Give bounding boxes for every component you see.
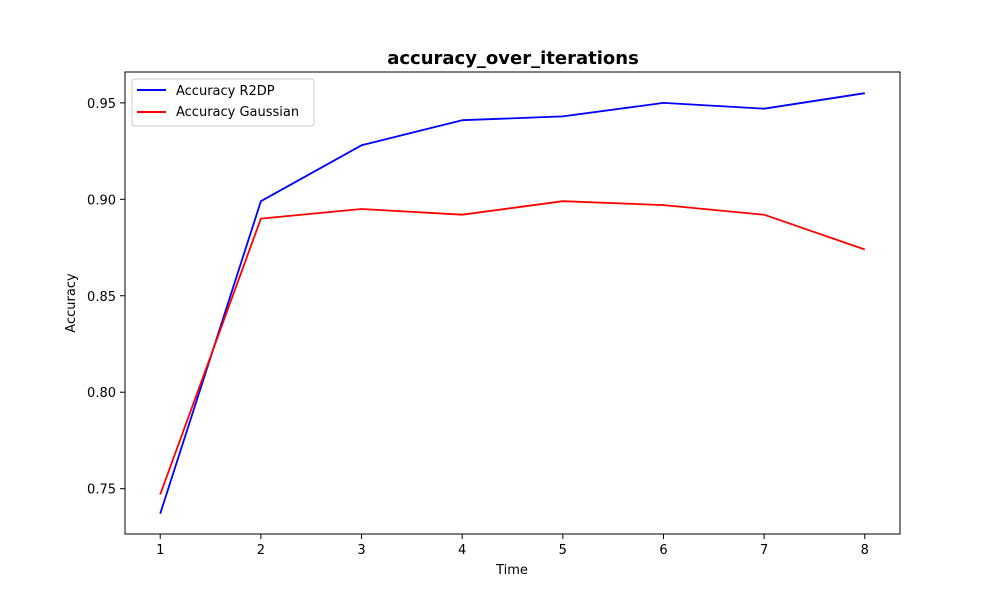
series-line-accuracy-gaussian (159, 200, 866, 495)
y-tick-label: 0.75 (87, 483, 116, 498)
x-tick-label: 5 (559, 543, 567, 558)
y-tick-label: 0.85 (87, 290, 116, 305)
y-axis-label: Accuracy (64, 273, 79, 333)
legend-box (131, 78, 315, 127)
y-tick-label: 0.95 (87, 97, 116, 112)
x-tick-label: 2 (257, 543, 265, 558)
x-tick-label: 3 (357, 543, 365, 558)
x-axis-label: Time (495, 563, 528, 578)
y-axis-ticks: 0.75 0.80 0.85 0.90 0.95 (87, 97, 125, 498)
legend-label-accuracy-gaussian: Accuracy Gaussian (176, 105, 299, 120)
y-tick-label: 0.90 (87, 193, 116, 208)
legend-label-accuracy-r2dp: Accuracy R2DP (176, 84, 275, 99)
x-axis-ticks: 1 2 3 4 5 6 7 8 (156, 534, 869, 558)
x-tick-label: 1 (156, 543, 164, 558)
series-lines (159, 92, 866, 514)
series-line-accuracy-r2dp (159, 92, 865, 514)
x-tick-label: 8 (861, 543, 869, 558)
plot-area (124, 71, 901, 535)
x-tick-label: 7 (760, 543, 768, 558)
x-tick-label: 4 (458, 543, 466, 558)
y-tick-label: 0.80 (87, 386, 116, 401)
x-tick-label: 6 (659, 543, 667, 558)
chart-title: accuracy_over_iterations (387, 48, 639, 69)
chart-legend: Accuracy R2DP Accuracy Gaussian (131, 78, 315, 127)
